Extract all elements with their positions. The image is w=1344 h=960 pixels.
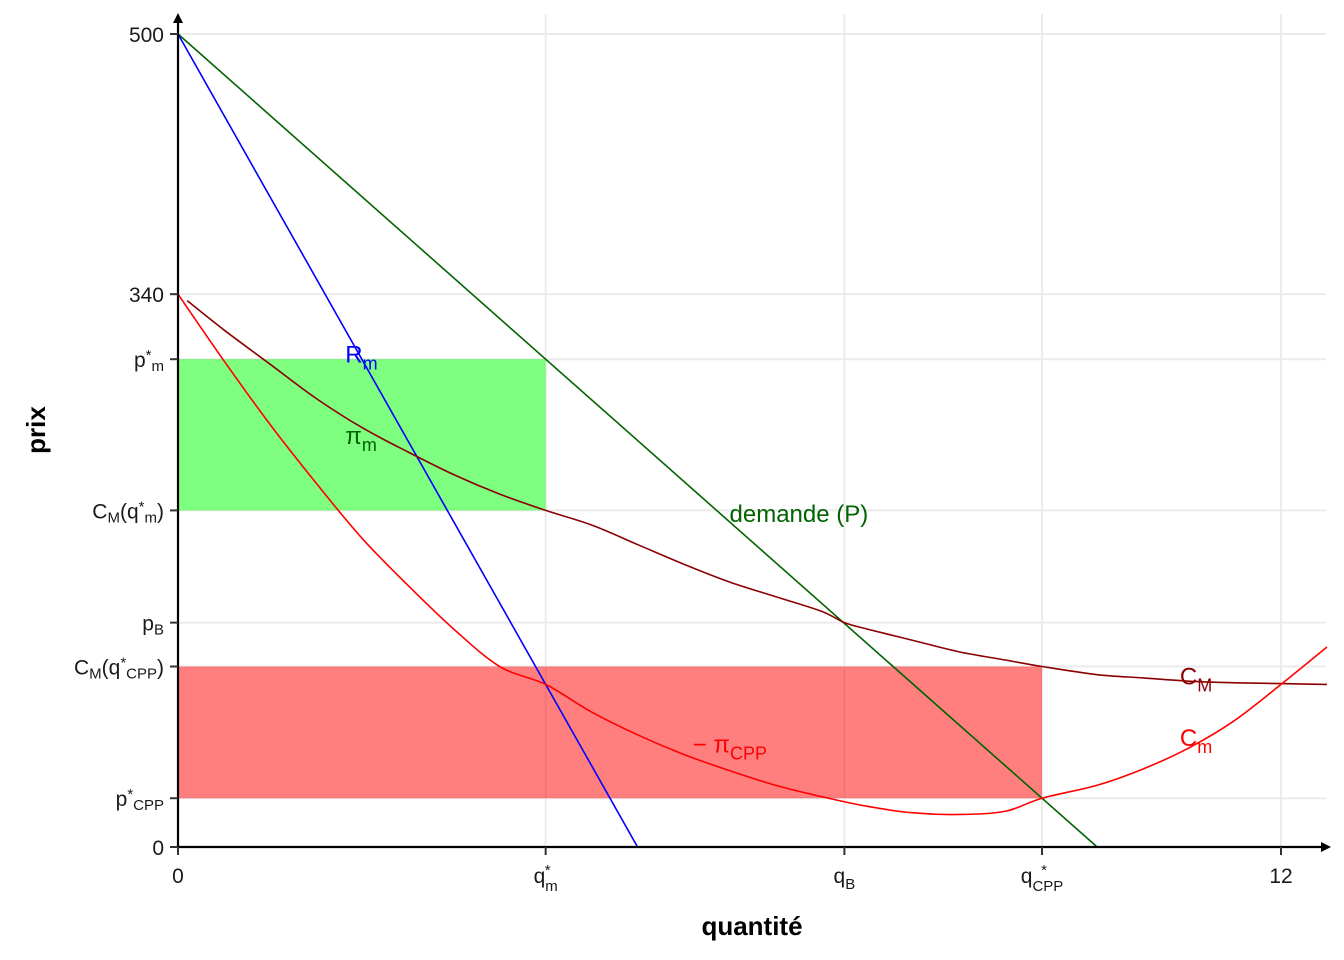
cpp-loss-area — [178, 666, 1043, 799]
y-tick-label: p*m — [134, 347, 164, 375]
y-tick-label: p*CPP — [116, 786, 164, 814]
x-tick-label: 12 — [1269, 865, 1292, 888]
axes — [173, 13, 1331, 852]
curve-labels: Rm πm demande (P) CM Cm − πCPP — [345, 341, 1212, 763]
y-tick-label: CM(q*m) — [92, 499, 164, 527]
x-tick-superscript: * — [1041, 862, 1047, 879]
label-rm: Rm — [345, 341, 377, 373]
y-tick-label: CM(q*CPP) — [74, 655, 164, 683]
x-tick-superscript: * — [545, 862, 551, 879]
x-tick-label: qCPP — [1021, 865, 1064, 895]
marginal-revenue-line — [177, 33, 639, 848]
label-demande: demande (P) — [730, 501, 869, 528]
x-tick-label: 0 — [172, 865, 184, 888]
shaded-areas — [178, 359, 1043, 799]
marginal-cost-line — [177, 293, 1328, 816]
y-tick-label: 0 — [152, 837, 164, 860]
label-cm-avg: CM — [1180, 663, 1212, 695]
average-cost-line — [186, 300, 1327, 686]
y-tick-label: 500 — [129, 24, 164, 47]
y-axis-title: prix — [21, 406, 51, 454]
label-cm-marg: Cm — [1180, 725, 1212, 757]
curves — [177, 33, 1328, 848]
label-pi-cpp: − πCPP — [693, 732, 767, 764]
demand-line — [177, 33, 1098, 848]
label-pi-m: πm — [345, 423, 377, 455]
y-tick-label: pB — [142, 613, 164, 639]
x-tick-label: qB — [834, 865, 856, 893]
monopoly-profit-area — [178, 359, 546, 511]
x-axis-title: quantité — [701, 911, 802, 941]
x-tick-label: qm — [534, 865, 558, 895]
y-tick-label: 340 — [129, 284, 164, 307]
